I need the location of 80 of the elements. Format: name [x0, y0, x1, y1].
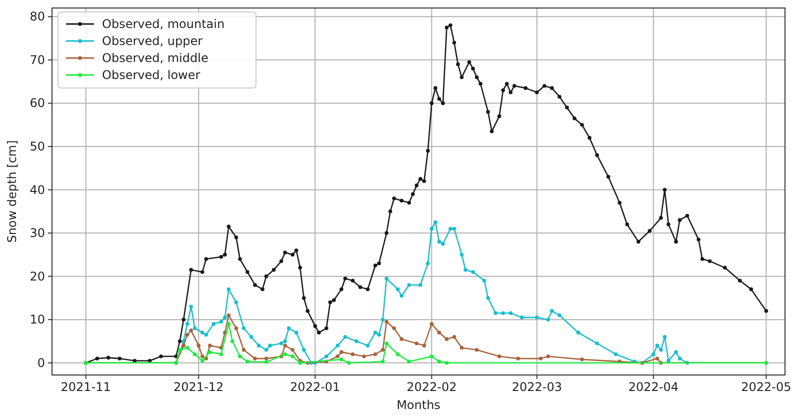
y-axis-title: Snow depth [cm]	[5, 140, 19, 243]
point	[200, 354, 204, 358]
point	[474, 348, 479, 352]
point	[192, 352, 197, 356]
y-tick-label: 30	[30, 226, 45, 240]
point	[253, 356, 257, 360]
point	[538, 356, 543, 360]
point	[264, 360, 268, 364]
point	[392, 326, 396, 330]
point	[234, 326, 238, 330]
point	[362, 354, 366, 358]
point	[347, 360, 351, 365]
point	[444, 337, 449, 341]
point	[380, 360, 385, 364]
legend-label: Observed, mountain	[102, 17, 225, 31]
x-tick-label: 2021-12	[174, 380, 224, 394]
point	[242, 348, 246, 352]
legend-label: Observed, middle	[102, 51, 208, 65]
point	[185, 332, 190, 337]
point	[452, 335, 456, 339]
y-tick-label: 40	[30, 182, 45, 197]
x-axis-title: Months	[396, 398, 440, 412]
point	[283, 352, 287, 356]
point	[290, 348, 294, 352]
point	[290, 354, 294, 358]
point	[422, 344, 426, 348]
x-tick-label: 2022-02	[406, 380, 457, 394]
point	[546, 354, 550, 358]
point	[437, 330, 442, 334]
point	[380, 348, 385, 352]
y-tick-label: 50	[30, 139, 45, 154]
point	[497, 354, 502, 358]
point	[230, 339, 234, 344]
point	[200, 358, 204, 363]
point	[226, 322, 231, 326]
x-tick-label: 2022-04	[628, 380, 679, 394]
point	[516, 356, 520, 360]
point	[208, 344, 212, 348]
y-tick-label: 10	[30, 312, 45, 327]
point	[182, 344, 186, 348]
x-tick-label: 2022-05	[741, 380, 792, 394]
x-tick-label: 2022-03	[512, 380, 562, 394]
point	[444, 360, 449, 365]
point	[178, 348, 182, 352]
y-tick-label: 20	[30, 269, 45, 284]
point	[384, 342, 388, 346]
x-tick-label: 2021-11	[60, 380, 111, 394]
point	[340, 350, 344, 354]
point	[384, 320, 388, 324]
x-tick-label: 2022-01	[290, 380, 340, 394]
point	[400, 337, 404, 341]
point	[437, 360, 442, 364]
point	[226, 313, 231, 318]
point	[655, 356, 660, 360]
point	[208, 350, 212, 354]
point	[430, 354, 434, 358]
point	[407, 360, 412, 364]
point	[430, 322, 434, 326]
point	[189, 328, 193, 332]
point	[580, 358, 584, 362]
legend-label: Observed, upper	[102, 34, 203, 48]
y-tick-label: 0	[37, 356, 45, 370]
point	[264, 356, 268, 360]
point	[283, 344, 287, 348]
point	[350, 352, 355, 356]
point	[460, 346, 464, 350]
point	[196, 344, 200, 348]
point	[185, 346, 190, 350]
y-tick-label: 70	[30, 52, 45, 67]
point	[219, 352, 224, 356]
y-tick-label: 60	[30, 96, 45, 110]
point	[396, 352, 400, 356]
point	[246, 360, 250, 364]
legend-label: Observed, lower	[102, 68, 200, 82]
point	[336, 354, 340, 358]
point	[238, 354, 242, 358]
point	[414, 342, 419, 346]
point	[373, 352, 378, 356]
y-tick-label: 80	[30, 10, 45, 24]
point	[340, 358, 344, 362]
